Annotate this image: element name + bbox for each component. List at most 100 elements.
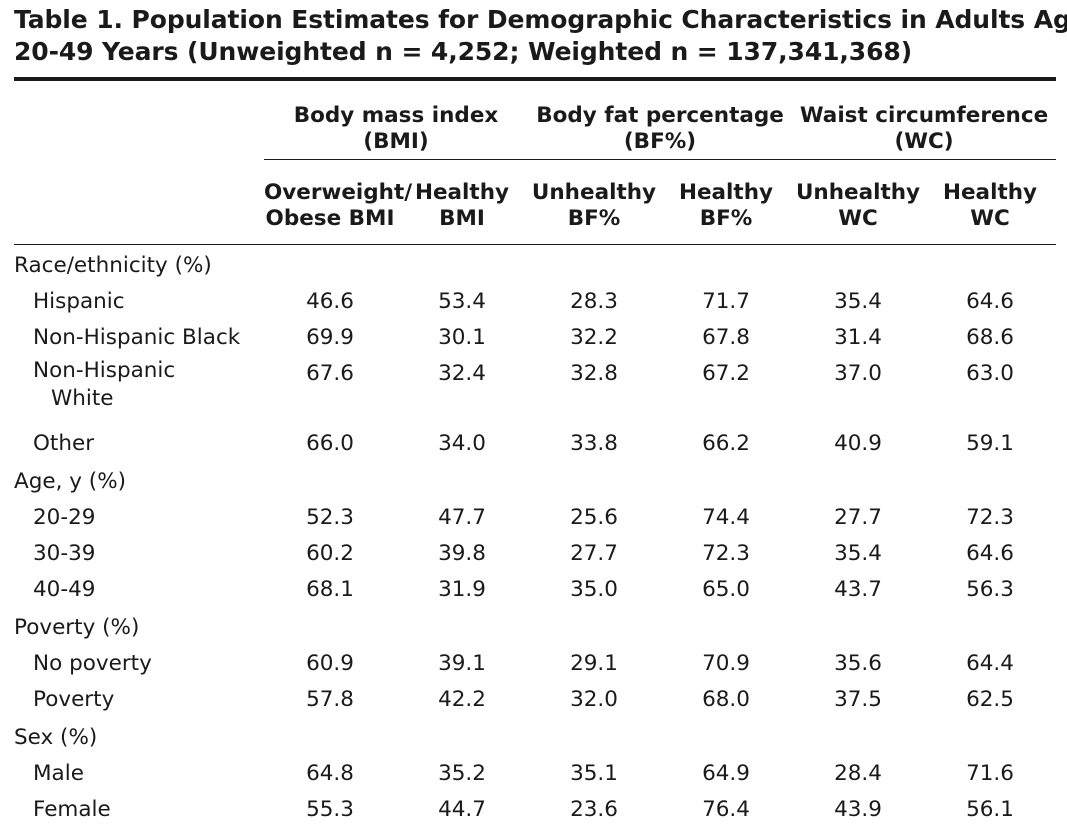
group-header-row: Body mass index (BMI) Body fat percentag… (14, 81, 1057, 160)
group-header-line: Body fat percentage (536, 103, 784, 128)
cell-value: 39.1 (438, 650, 486, 676)
row-label: No poverty (33, 650, 152, 676)
cell-value: 34.0 (438, 430, 486, 456)
table-page: Table 1. Population Estimates for Demogr… (14, 0, 1067, 827)
cell-value: 64.8 (306, 760, 354, 786)
sub-header-line: Healthy (678, 180, 774, 205)
section-row-race-ethnicity: Race/ethnicity (%) (14, 245, 1056, 284)
cell-value: 56.1 (966, 796, 1014, 822)
cell-value: 28.4 (834, 760, 882, 786)
cell-value: 72.3 (966, 504, 1014, 530)
sub-header-empty (14, 159, 264, 245)
section-title: Age, y (%) (14, 468, 127, 494)
cell-value: 66.0 (306, 430, 354, 456)
cell-value: 60.2 (306, 540, 354, 566)
cell-value: 64.6 (966, 540, 1014, 566)
cell-value: 71.6 (966, 760, 1014, 786)
section-row-poverty: Poverty (%) (14, 607, 1056, 645)
cell-value: 31.9 (438, 576, 486, 602)
row-label: Other (33, 430, 95, 456)
cell-value: 71.7 (702, 288, 750, 314)
group-header-bf: Body fat percentage (BF%) (528, 81, 793, 160)
group-header-line: (BMI) (363, 129, 429, 154)
cell-value: 67.2 (702, 361, 750, 386)
table-row: Poverty 57.8 42.2 32.0 68.0 37.5 62.5 (14, 681, 1056, 717)
sub-header-line: WC (970, 206, 1010, 231)
cell-value: 37.0 (834, 361, 882, 386)
table-row: 20-29 52.3 47.7 25.6 74.4 27.7 72.3 (14, 499, 1056, 535)
cell-value: 29.1 (570, 650, 618, 676)
group-header-line: Body mass index (293, 103, 499, 128)
sub-header-line: BF% (699, 206, 753, 231)
cell-value: 57.8 (306, 686, 354, 712)
cell-value: 35.6 (834, 650, 882, 676)
cell-value: 68.6 (966, 324, 1014, 350)
cell-value: 33.8 (570, 430, 618, 456)
cell-value: 70.9 (702, 650, 750, 676)
cell-value: 66.2 (702, 430, 750, 456)
cell-value: 23.6 (570, 796, 618, 822)
sub-header-overweight-obese-bmi: Overweight/ Obese BMI (264, 159, 413, 245)
cell-value: 35.4 (834, 540, 882, 566)
sub-header-line: Overweight/ (264, 180, 413, 205)
cell-value: 25.6 (570, 504, 618, 530)
cell-value: 43.7 (834, 576, 882, 602)
table-row: Hispanic 46.6 53.4 28.3 71.7 35.4 64.6 (14, 283, 1056, 319)
cell-value: 56.3 (966, 576, 1014, 602)
cell-value: 44.7 (438, 796, 486, 822)
section-title: Sex (%) (14, 724, 98, 750)
cell-value: 63.0 (966, 361, 1014, 386)
cell-value: 60.9 (306, 650, 354, 676)
sub-header-row: Overweight/ Obese BMI Healthy BMI Unheal… (14, 159, 1057, 245)
table-row: 40-49 68.1 31.9 35.0 65.0 43.7 56.3 (14, 571, 1056, 607)
table-row: Other 66.0 34.0 33.8 66.2 40.9 59.1 (14, 425, 1056, 461)
row-label: Non-Hispanic White (14, 355, 264, 425)
sub-header-line: Healthy (942, 180, 1038, 205)
cell-value: 55.3 (306, 796, 354, 822)
top-rule (14, 77, 1056, 81)
cell-value: 27.7 (570, 540, 618, 566)
cell-value: 42.2 (438, 686, 486, 712)
cell-value: 53.4 (438, 288, 486, 314)
section-title: Poverty (%) (14, 614, 140, 640)
table-row: Non-Hispanic Black 69.9 30.1 32.2 67.8 3… (14, 319, 1056, 355)
cell-value: 46.6 (306, 288, 354, 314)
cell-value: 35.2 (438, 760, 486, 786)
caption-line-2: 20-49 Years (Unweighted n = 4,252; Weigh… (14, 37, 913, 66)
cell-value: 62.5 (966, 686, 1014, 712)
table-row: Non-Hispanic White 67.6 32.4 32.8 67.2 3… (14, 355, 1056, 425)
cell-value: 68.0 (702, 686, 750, 712)
sub-header-unhealthy-wc: Unhealthy WC (792, 159, 925, 245)
table-row: Male 64.8 35.2 35.1 64.9 28.4 71.6 (14, 755, 1056, 791)
table-row: 30-39 60.2 39.8 27.7 72.3 35.4 64.6 (14, 535, 1056, 571)
cell-value: 76.4 (702, 796, 750, 822)
sub-header-line: Healthy (414, 180, 510, 205)
section-row-age: Age, y (%) (14, 461, 1056, 499)
row-label: Female (33, 796, 111, 822)
row-label-line-2: White (51, 386, 114, 411)
cell-value: 37.5 (834, 686, 882, 712)
cell-value: 39.8 (438, 540, 486, 566)
cell-value: 67.6 (306, 361, 354, 386)
section-row-sex: Sex (%) (14, 717, 1056, 755)
row-label-line-1: Non-Hispanic (33, 358, 176, 383)
row-label: Non-Hispanic Black (33, 324, 241, 350)
cell-value: 65.0 (702, 576, 750, 602)
row-label: 40-49 (33, 576, 96, 602)
row-label: 30-39 (33, 540, 96, 566)
cell-value: 68.1 (306, 576, 354, 602)
cell-value: 52.3 (306, 504, 354, 530)
cell-value: 35.1 (570, 760, 618, 786)
cell-value: 72.3 (702, 540, 750, 566)
sub-header-line: WC (838, 206, 878, 231)
cell-value: 35.4 (834, 288, 882, 314)
row-label: Poverty (33, 686, 115, 712)
table-row: Female 55.3 44.7 23.6 76.4 43.9 56.1 (14, 791, 1056, 827)
cell-value: 67.8 (702, 324, 750, 350)
cell-value: 47.7 (438, 504, 486, 530)
table-caption: Table 1. Population Estimates for Demogr… (14, 4, 1067, 68)
group-header-empty (14, 81, 264, 160)
group-header-line: (WC) (894, 129, 954, 154)
sub-header-line: Unhealthy (531, 180, 657, 205)
cell-value: 32.0 (570, 686, 618, 712)
